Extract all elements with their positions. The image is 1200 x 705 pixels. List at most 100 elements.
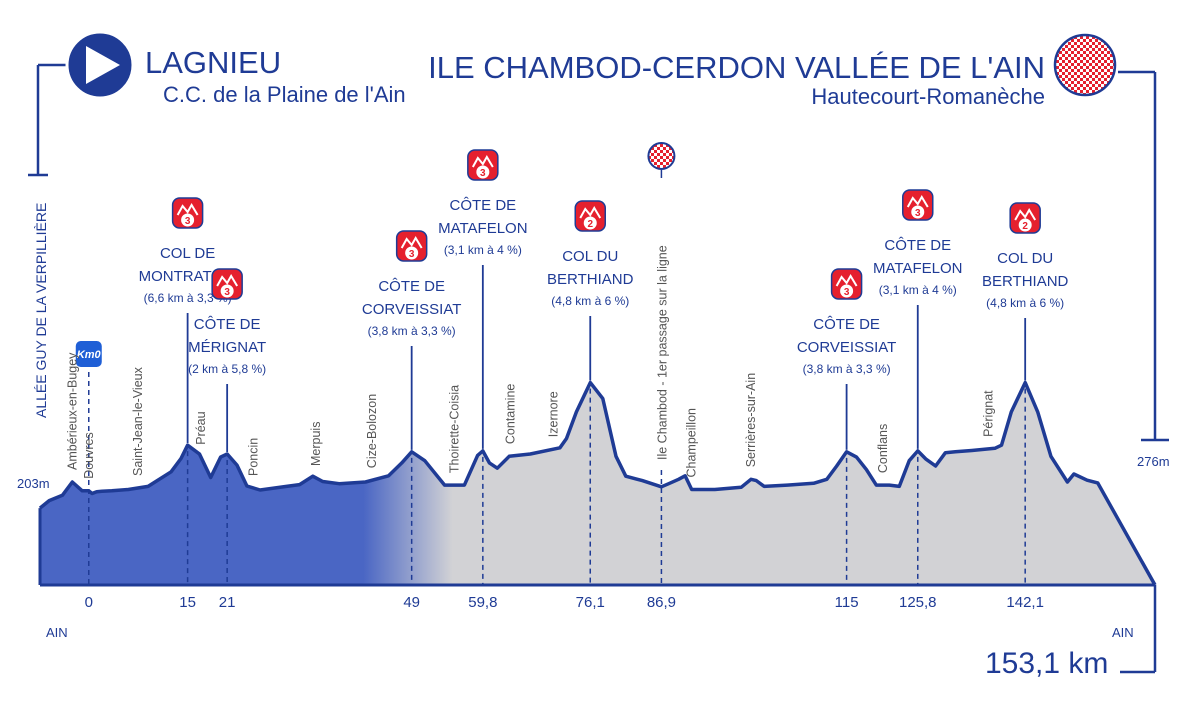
mountain-glyph — [471, 155, 494, 168]
climb-category-icon: 3 — [830, 268, 863, 300]
x-tick-label: 15 — [179, 594, 196, 611]
start-elevation: 203m — [17, 476, 50, 491]
finish-checkered-flag-icon — [1053, 33, 1117, 97]
climb-detail: (3,8 km à 3,3 %) — [368, 324, 456, 338]
climb-detail: (4,8 km à 6 %) — [986, 296, 1064, 310]
place-label: Poncin — [247, 438, 261, 476]
climb-category-number: 2 — [587, 219, 593, 230]
finish-region: AIN — [1112, 625, 1134, 640]
place-label: Douvres — [82, 432, 96, 479]
place-label: Ambérieux-en-Bugey — [65, 352, 79, 470]
marker-9: 2 COL DU BERTHIAND (4,8 km à 6 %) — [982, 202, 1069, 585]
place-label: Thoirette-Coisia — [448, 385, 462, 473]
climb-name-line-1: CÔTE DE — [884, 237, 951, 254]
climb-name-line-2: MATAFELON — [438, 220, 527, 237]
climb-name-line-2: BERTHIAND — [982, 273, 1069, 290]
place-label: Izernore — [546, 391, 560, 437]
intermediate-finish-flag-icon — [647, 142, 676, 170]
climb-name-line-1: CÔTE DE — [194, 316, 261, 333]
climb-name-line-1: COL DU — [997, 250, 1053, 267]
climb-category-icon: 3 — [211, 268, 243, 300]
neutral-section-label: ALLÉE GUY DE LA VERPILLIÈRE — [33, 203, 49, 418]
x-tick-label: 0 — [85, 594, 93, 611]
climb-category-number: 3 — [844, 287, 850, 298]
climb-detail: (6,6 km à 3,3 %) — [144, 291, 232, 305]
climb-category-icon: 3 — [171, 197, 204, 229]
climb-category-icon: 3 — [467, 149, 499, 181]
climb-category-number: 3 — [480, 168, 486, 179]
start-play-icon-arrow — [86, 46, 120, 84]
climb-category-number: 3 — [915, 208, 921, 219]
marker-5: 2 COL DU BERTHIAND (4,8 km à 6 %) — [547, 200, 634, 585]
climb-detail: (3,1 km à 4 %) — [444, 243, 522, 257]
x-tick-label: 125,8 — [899, 594, 937, 611]
finish-title: ILE CHAMBOD-CERDON VALLÉE DE L'AIN — [428, 50, 1045, 85]
climb-category-circle — [405, 246, 419, 260]
climb-name-line-2: MÉRIGNAT — [188, 339, 266, 356]
marker-8: 3 CÔTE DE MATAFELON (3,1 km à 4 %) — [873, 189, 962, 585]
place-label: Saint-Jean-le-Vieux — [131, 366, 145, 476]
climb-category-circle — [911, 205, 925, 219]
total-distance-label: 153,1 km — [985, 647, 1108, 680]
climb-detail: (3,8 km à 3,3 %) — [803, 362, 891, 376]
x-tick-label: 59,8 — [468, 594, 497, 611]
start-subtitle: C.C. de la Plaine de l'Ain — [163, 82, 406, 107]
place-label: Conflans — [876, 424, 890, 473]
finish-subtitle: Hautecourt-Romanèche — [811, 84, 1045, 109]
place-label: Champeillon — [685, 408, 699, 478]
place-label: Pérignat — [981, 390, 995, 437]
profile-outline — [38, 380, 1157, 586]
total-distance: 153,1 km — [985, 585, 1157, 680]
climb-detail: (3,1 km à 4 %) — [879, 283, 957, 297]
mountain-glyph — [1014, 208, 1037, 221]
climb-name-line-1: CÔTE DE — [378, 278, 445, 295]
climb-detail: (2 km à 5,8 %) — [188, 362, 266, 376]
mountain-glyph — [216, 274, 239, 287]
x-tick-label: 142,1 — [1006, 594, 1044, 611]
start-region: AIN — [46, 625, 68, 640]
climb-category-icon: 3 — [395, 230, 428, 262]
marker-2: 3 CÔTE DE MÉRIGNAT (2 km à 5,8 %) — [188, 268, 266, 585]
climb-detail: (4,8 km à 6 %) — [551, 294, 629, 308]
profile-fill — [40, 382, 1155, 585]
marker-3: 3 CÔTE DE CORVEISSIAT (3,8 km à 3,3 %) — [362, 230, 461, 585]
climb-name-line-2: CORVEISSIAT — [362, 301, 461, 318]
climb-name-line-1: CÔTE DE — [449, 197, 516, 214]
finish-header: ILE CHAMBOD-CERDON VALLÉE DE L'AIN Haute… — [428, 33, 1170, 640]
climb-category-number: 3 — [185, 216, 191, 227]
climb-category-circle — [220, 284, 234, 298]
mountain-glyph — [906, 195, 929, 208]
climb-category-circle — [1018, 218, 1032, 232]
place-label: Préau — [194, 411, 208, 444]
intermediate-finish-label: Ile Chambod - 1er passage sur la ligne — [655, 245, 669, 460]
place-label: Serrières-sur-Ain — [744, 373, 758, 468]
climb-name-line-1: CÔTE DE — [813, 316, 880, 333]
climb-category-icon: 3 — [902, 189, 934, 221]
km0-badge — [75, 341, 102, 367]
climb-category-number: 2 — [1022, 221, 1028, 232]
climb-name-line-2: CORVEISSIAT — [797, 339, 896, 356]
x-tick-label: 86,9 — [647, 594, 676, 611]
place-label: Cize-Bolozon — [365, 394, 379, 468]
climb-category-number: 3 — [224, 287, 230, 298]
mountain-glyph — [176, 203, 199, 216]
finish-elevation: 276m — [1137, 454, 1170, 469]
place-label: Contamine — [504, 384, 518, 444]
climb-category-number: 3 — [409, 249, 415, 260]
marker-0: Km0 — [75, 341, 102, 585]
climb-name-line-2: MATAFELON — [873, 260, 962, 277]
start-header: LAGNIEU C.C. de la Plaine de l'Ain ALLÉE… — [17, 30, 406, 640]
place-label: Merpuis — [309, 422, 323, 466]
climb-name-line-1: COL DU — [562, 248, 618, 265]
climb-category-circle — [181, 213, 195, 227]
climb-category-circle — [840, 284, 854, 298]
km0-badge-label: Km0 — [77, 349, 102, 361]
climb-name-line-1: COL DE — [160, 245, 215, 262]
mountain-glyph — [400, 236, 423, 249]
place-layer: Ambérieux-en-Bugey Douvres Saint-Jean-le-V… — [65, 352, 995, 479]
climb-category-circle — [583, 216, 597, 230]
